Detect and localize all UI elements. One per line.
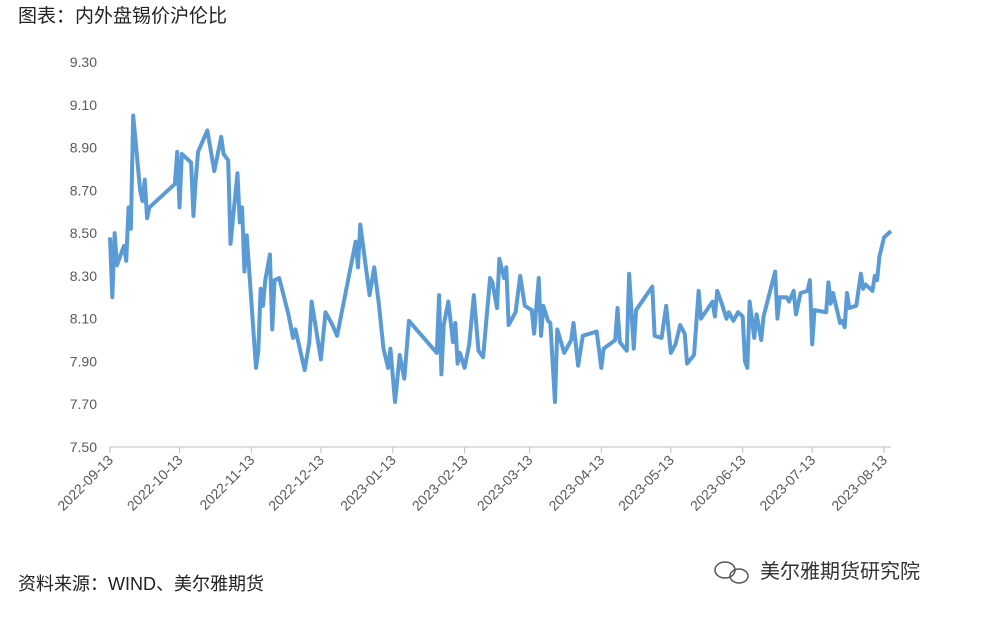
y-tick-label: 7.90 bbox=[70, 353, 97, 369]
x-tick-label: 2022-11-13 bbox=[196, 452, 257, 513]
x-tick-label: 2023-07-13 bbox=[756, 452, 818, 514]
x-tick-label: 2022-10-13 bbox=[124, 452, 186, 514]
y-tick-label: 7.70 bbox=[70, 396, 97, 412]
watermark: 美尔雅期货研究院 bbox=[760, 560, 920, 583]
x-tick-label: 2023-04-13 bbox=[545, 452, 607, 514]
x-tick-label: 2023-08-13 bbox=[828, 452, 890, 514]
series-line bbox=[108, 113, 893, 405]
source-note: 资料来源：WIND、美尔雅期货 bbox=[18, 574, 264, 594]
y-tick-label: 8.90 bbox=[70, 140, 97, 156]
y-tick-label: 8.30 bbox=[70, 268, 97, 284]
y-tick-label: 8.50 bbox=[70, 225, 97, 241]
x-tick-label: 2023-06-13 bbox=[687, 452, 749, 514]
watermark-icon bbox=[714, 561, 749, 584]
chart-title: 图表：内外盘锡价沪伦比 bbox=[18, 5, 227, 27]
y-tick-label: 9.10 bbox=[70, 97, 97, 113]
x-tick-label: 2022-09-13 bbox=[54, 452, 116, 514]
y-tick-label: 7.50 bbox=[70, 439, 97, 455]
x-tick-label: 2023-01-13 bbox=[337, 452, 399, 514]
x-tick-label: 2023-03-13 bbox=[474, 452, 536, 514]
x-tick-label: 2023-05-13 bbox=[615, 452, 677, 514]
y-tick-label: 8.70 bbox=[70, 182, 97, 198]
y-tick-label: 9.30 bbox=[70, 54, 97, 70]
x-tick-label: 2023-02-13 bbox=[409, 452, 471, 514]
y-tick-label: 8.10 bbox=[70, 311, 97, 327]
x-tick-label: 2022-12-13 bbox=[265, 452, 327, 514]
